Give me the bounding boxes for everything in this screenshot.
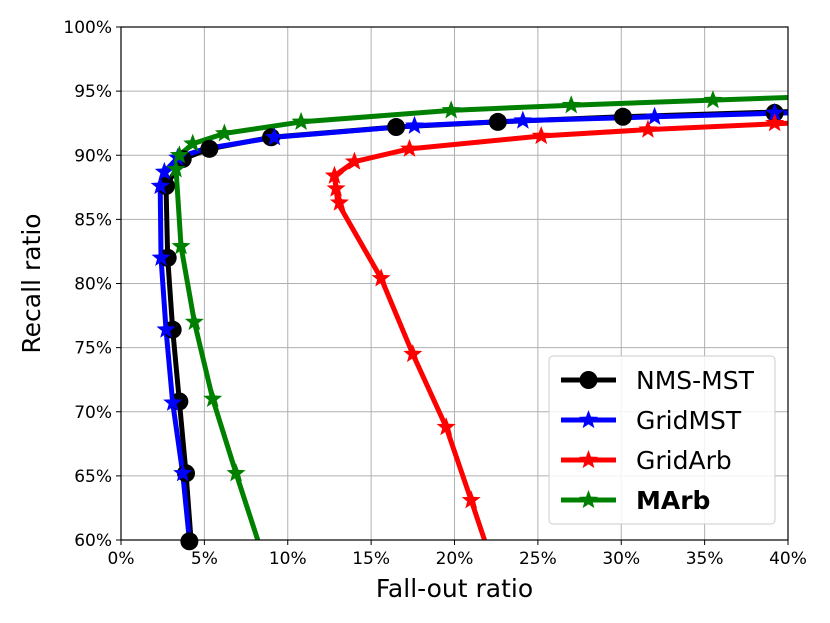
data-point-gridmst: [173, 463, 193, 482]
legend-label: NMS-MST: [636, 366, 755, 395]
data-point-gridarb: [436, 417, 456, 436]
data-point-gridmst: [765, 102, 785, 122]
y-tick-label: 60%: [74, 531, 112, 551]
x-tick-label: 5%: [191, 549, 218, 569]
data-point-gridarb: [461, 490, 481, 509]
y-tick-label: 65%: [74, 467, 112, 487]
data-point-marb: [166, 159, 186, 178]
data-point-gridmst: [150, 176, 170, 195]
data-point-marb: [226, 463, 246, 482]
x-tick-label: 30%: [602, 549, 640, 569]
data-point-nms-mst: [387, 118, 406, 137]
data-point-nms-mst: [180, 532, 199, 551]
legend-marker: [578, 490, 599, 509]
x-tick-label: 20%: [436, 549, 474, 569]
legend-box: [548, 355, 776, 525]
data-point-gridarb: [329, 192, 349, 211]
data-point-marb: [203, 388, 223, 408]
data-point-marb: [441, 100, 461, 119]
data-point-marb: [214, 123, 234, 142]
data-point-gridmst: [645, 106, 665, 125]
data-point-gridmst: [156, 319, 176, 338]
x-tick-label: 25%: [519, 549, 557, 569]
legend-label: GridMST: [636, 406, 742, 435]
y-axis-label: Recall ratio: [17, 213, 46, 353]
y-tick-label: 95%: [74, 82, 112, 102]
series-line-marb: [173, 95, 788, 540]
data-point-gridarb: [344, 151, 364, 170]
data-point-gridarb: [324, 165, 344, 184]
data-point-nms-mst: [613, 107, 632, 126]
data-point-marb: [183, 133, 203, 152]
legend-marker: [578, 450, 599, 469]
data-point-gridmst: [154, 161, 174, 181]
data-point-gridmst: [264, 127, 284, 146]
legend-label: MArb: [636, 486, 710, 515]
data-point-marb: [171, 236, 191, 255]
y-tick-label: 90%: [74, 146, 112, 166]
y-tick-label: 85%: [74, 210, 112, 230]
data-point-gridarb: [531, 126, 551, 145]
x-axis-label: Fall-out ratio: [376, 574, 533, 603]
legend: NMS-MST GridMST GridArb MArb: [548, 355, 776, 525]
data-point-gridarb: [403, 344, 423, 363]
x-tick-label: 10%: [269, 549, 307, 569]
data-point-nms-mst: [488, 112, 507, 131]
x-tick-label: 40%: [769, 549, 807, 569]
data-point-gridmst: [513, 110, 533, 129]
data-point-marb: [184, 311, 204, 331]
data-point-marb: [291, 111, 311, 130]
y-tick-label: 70%: [74, 403, 112, 423]
y-tick-label: 100%: [63, 18, 112, 38]
data-point-gridarb: [399, 138, 419, 157]
y-tick-label: 80%: [74, 275, 112, 295]
legend-marker: [579, 371, 598, 389]
x-tick-label: 0%: [108, 549, 135, 569]
axis-ticks: 0% 5% 10% 15% 20% 25% 30% 35% 40% 60% 65% 70% 75% 80%…: [63, 18, 807, 569]
x-tick-label: 35%: [686, 549, 724, 569]
data-point-marb: [169, 145, 189, 164]
series-markers: [150, 90, 785, 551]
data-point-nms-mst: [200, 139, 219, 158]
y-tick-label: 75%: [74, 339, 112, 359]
data-point-marb: [561, 95, 581, 114]
data-point-gridarb: [765, 113, 785, 132]
data-point-gridarb: [638, 119, 658, 138]
legend-label: GridArb: [636, 446, 732, 475]
x-tick-label: 15%: [352, 549, 390, 569]
data-point-gridmst: [404, 115, 424, 134]
legend-marker: [578, 410, 599, 429]
data-point-marb: [703, 90, 723, 109]
data-point-gridarb: [371, 268, 391, 287]
data-point-gridmst: [151, 247, 171, 266]
data-point-gridarb: [326, 178, 346, 197]
data-point-gridmst: [163, 392, 183, 411]
